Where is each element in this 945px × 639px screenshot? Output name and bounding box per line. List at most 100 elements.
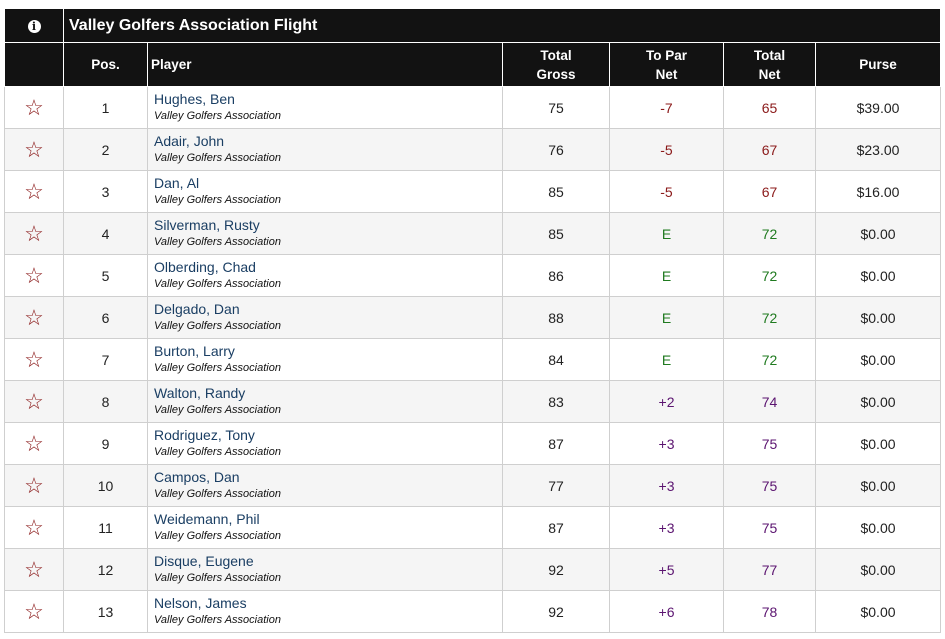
player-cell: Olberding, Chad Valley Golfers Associatio… — [147, 254, 503, 297]
player-name-link[interactable]: Rodriguez, Tony — [154, 427, 255, 443]
total-net-cell: 75 — [723, 506, 816, 549]
player-club: Valley Golfers Association — [154, 320, 281, 332]
player-cell: Hughes, Ben Valley Golfers Association — [147, 86, 503, 129]
player-cell: Nelson, James Valley Golfers Association — [147, 590, 503, 633]
player-cell: Rodriguez, Tony Valley Golfers Associatio… — [147, 422, 503, 465]
star-outline-icon[interactable]: ☆ — [24, 472, 44, 498]
player-name-link[interactable]: Adair, John — [154, 133, 225, 149]
player-name-link[interactable]: Olberding, Chad — [154, 259, 256, 275]
total-net-cell: 75 — [723, 464, 816, 507]
player-name-link[interactable]: Campos, Dan — [154, 469, 240, 485]
player-club: Valley Golfers Association — [154, 362, 281, 374]
player-name-link[interactable]: Hughes, Ben — [154, 91, 235, 107]
player-name-link[interactable]: Delgado, Dan — [154, 301, 240, 317]
player-column-header[interactable]: Player — [147, 42, 503, 87]
star-outline-icon[interactable]: ☆ — [24, 262, 44, 288]
favorite-cell[interactable]: ☆ — [4, 506, 64, 549]
star-outline-icon[interactable]: ☆ — [24, 94, 44, 120]
player-name-link[interactable]: Silverman, Rusty — [154, 217, 260, 233]
player-name-link[interactable]: Weidemann, Phil — [154, 511, 260, 527]
favorite-cell[interactable]: ☆ — [4, 212, 64, 255]
favorite-cell[interactable]: ☆ — [4, 128, 64, 171]
column-header-row: Pos. Player Total Gross To Par Net Total Ne… — [4, 42, 942, 87]
total-net-cell: 72 — [723, 212, 816, 255]
to-par-line1: To Par — [645, 47, 687, 63]
total-gross-cell: 76 — [502, 128, 610, 171]
star-outline-icon[interactable]: ☆ — [24, 220, 44, 246]
star-outline-icon[interactable]: ☆ — [24, 136, 44, 162]
player-club: Valley Golfers Association — [154, 488, 281, 500]
star-outline-icon[interactable]: ☆ — [24, 598, 44, 624]
favorite-cell[interactable]: ☆ — [4, 170, 64, 213]
player-name-link[interactable]: Burton, Larry — [154, 343, 235, 359]
purse-cell: $0.00 — [814, 422, 942, 465]
to-par-net-cell: +3 — [609, 422, 724, 465]
favorite-cell[interactable]: ☆ — [4, 422, 64, 465]
player-club: Valley Golfers Association — [154, 446, 281, 458]
star-outline-icon[interactable]: ☆ — [24, 556, 44, 582]
player-club: Valley Golfers Association — [154, 614, 281, 626]
total-gross-cell: 92 — [502, 590, 610, 633]
to-par-net-cell: E — [609, 254, 724, 297]
position-cell: 13 — [63, 590, 148, 633]
star-outline-icon[interactable]: ☆ — [24, 346, 44, 372]
total-net-cell: 78 — [723, 590, 816, 633]
total-net-cell: 77 — [723, 548, 816, 591]
favorite-cell[interactable]: ☆ — [4, 86, 64, 129]
player-cell: Dan, Al Valley Golfers Association — [147, 170, 503, 213]
player-name-link[interactable]: Disque, Eugene — [154, 553, 254, 569]
title-row: i Valley Golfers Association Flight — [4, 8, 942, 43]
total-gross-line1: Total — [540, 47, 572, 63]
favorite-cell[interactable]: ☆ — [4, 296, 64, 339]
favorite-cell[interactable]: ☆ — [4, 590, 64, 633]
total-gross-column-header[interactable]: Total Gross — [502, 42, 610, 87]
total-gross-cell: 86 — [502, 254, 610, 297]
player-name-link[interactable]: Walton, Randy — [154, 385, 246, 401]
position-cell: 9 — [63, 422, 148, 465]
total-gross-cell: 88 — [502, 296, 610, 339]
purse-column-header[interactable]: Purse — [814, 42, 942, 87]
info-cell[interactable]: i — [4, 8, 64, 43]
to-par-net-cell: +6 — [609, 590, 724, 633]
favorite-cell[interactable]: ☆ — [4, 254, 64, 297]
table-row: ☆ 2 Adair, John Valley Golfers Association 7… — [4, 128, 942, 171]
player-club: Valley Golfers Association — [154, 572, 281, 584]
total-net-cell: 72 — [723, 254, 816, 297]
total-net-cell: 75 — [723, 422, 816, 465]
player-cell: Adair, John Valley Golfers Association — [147, 128, 503, 171]
total-net-column-header[interactable]: Total Net — [723, 42, 816, 87]
total-gross-cell: 84 — [502, 338, 610, 381]
purse-cell: $0.00 — [814, 212, 942, 255]
to-par-net-cell: -5 — [609, 170, 724, 213]
star-outline-icon[interactable]: ☆ — [24, 514, 44, 540]
total-net-cell: 65 — [723, 86, 816, 129]
star-outline-icon[interactable]: ☆ — [24, 430, 44, 456]
table-row: ☆ 5 Olberding, Chad Valley Golfers Associat… — [4, 254, 942, 297]
star-outline-icon[interactable]: ☆ — [24, 304, 44, 330]
position-cell: 3 — [63, 170, 148, 213]
favorite-cell[interactable]: ☆ — [4, 338, 64, 381]
table-row: ☆ 12 Disque, Eugene Valley Golfers Associat… — [4, 548, 942, 591]
player-club: Valley Golfers Association — [154, 404, 281, 416]
favorite-column-header — [4, 42, 64, 87]
star-outline-icon[interactable]: ☆ — [24, 388, 44, 414]
player-club: Valley Golfers Association — [154, 110, 281, 122]
info-icon[interactable]: i — [27, 19, 41, 33]
position-cell: 5 — [63, 254, 148, 297]
player-club: Valley Golfers Association — [154, 236, 281, 248]
position-cell: 2 — [63, 128, 148, 171]
player-name-link[interactable]: Dan, Al — [154, 175, 200, 191]
purse-cell: $0.00 — [814, 590, 942, 633]
pos-column-header[interactable]: Pos. — [63, 42, 148, 87]
total-gross-cell: 85 — [502, 170, 610, 213]
favorite-cell[interactable]: ☆ — [4, 380, 64, 423]
player-cell: Campos, Dan Valley Golfers Association — [147, 464, 503, 507]
favorite-cell[interactable]: ☆ — [4, 548, 64, 591]
player-name-link[interactable]: Nelson, James — [154, 595, 247, 611]
player-cell: Delgado, Dan Valley Golfers Association — [147, 296, 503, 339]
star-outline-icon[interactable]: ☆ — [24, 178, 44, 204]
favorite-cell[interactable]: ☆ — [4, 464, 64, 507]
player-club: Valley Golfers Association — [154, 194, 281, 206]
total-net-line2: Net — [758, 66, 781, 82]
to-par-net-column-header[interactable]: To Par Net — [609, 42, 724, 87]
